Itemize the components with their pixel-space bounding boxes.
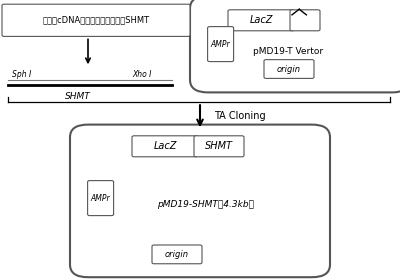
Text: Sph I: Sph I: [12, 70, 31, 79]
Text: LacZ: LacZ: [249, 15, 273, 25]
Text: TA Cloning: TA Cloning: [214, 111, 266, 121]
Text: origin: origin: [165, 250, 189, 259]
FancyBboxPatch shape: [70, 125, 330, 277]
Text: 拟南芥cDNA第一条链为模板扩增SHMT: 拟南芥cDNA第一条链为模板扩增SHMT: [42, 16, 150, 25]
Text: Xho I: Xho I: [132, 70, 151, 79]
FancyBboxPatch shape: [190, 0, 400, 92]
FancyBboxPatch shape: [2, 4, 190, 36]
FancyBboxPatch shape: [290, 10, 320, 31]
FancyBboxPatch shape: [132, 136, 198, 157]
Text: pMD19-T Vertor: pMD19-T Vertor: [253, 47, 323, 56]
FancyBboxPatch shape: [194, 136, 244, 157]
FancyBboxPatch shape: [152, 245, 202, 264]
Text: SHMT: SHMT: [205, 141, 233, 151]
Text: origin: origin: [277, 64, 301, 74]
FancyBboxPatch shape: [208, 27, 234, 62]
Text: SHMT: SHMT: [65, 92, 91, 101]
Text: LacZ: LacZ: [153, 141, 177, 151]
Text: pMD19-SHMT（4.3kb）: pMD19-SHMT（4.3kb）: [158, 200, 254, 209]
FancyBboxPatch shape: [88, 181, 114, 216]
FancyBboxPatch shape: [228, 10, 294, 31]
FancyBboxPatch shape: [264, 60, 314, 78]
Text: AMPr: AMPr: [211, 39, 230, 49]
Text: AMPr: AMPr: [91, 193, 110, 203]
